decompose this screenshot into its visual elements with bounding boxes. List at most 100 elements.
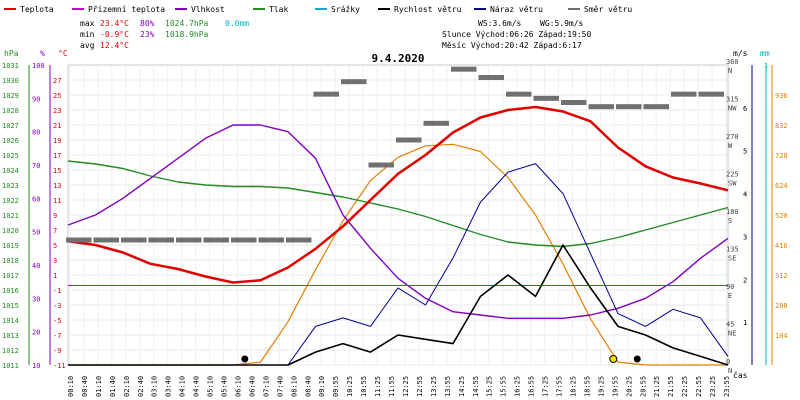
stats-block: max 23.4°C 80% 1024.7hPa 0.0mm min -0.9°… [80, 19, 249, 50]
x-tick-label: 14:55 [472, 376, 480, 397]
x-tick-label: 16:55 [528, 376, 536, 397]
x-tick-label: 13:25 [430, 376, 438, 397]
pressure-tick-label: 1013 [2, 332, 19, 340]
direction-compass-label: S [728, 217, 732, 225]
x-tick-label: 01:10 [95, 376, 103, 397]
direction-compass-label: SW [728, 180, 737, 188]
pressure-tick-label: 1029 [2, 92, 19, 100]
x-axis-unit: čas [733, 370, 748, 380]
direction-tick-label: 45 [726, 321, 734, 329]
legend-label: Teplota [20, 5, 54, 14]
x-tick-label: 14:25 [458, 376, 466, 397]
temperature-tick-label: 11 [53, 197, 61, 205]
humidity-tick-label: 80 [32, 129, 40, 137]
humidity-tick-label: 100 [32, 62, 45, 70]
stats-max-hum: 80% [140, 19, 155, 28]
humidity-tick-label: 90 [32, 95, 40, 103]
wind-direction-mark [396, 137, 422, 143]
rain-axis-unit: mm [760, 49, 770, 58]
wind-direction-mark [93, 237, 119, 243]
wind-direction-mark [423, 120, 449, 126]
pressure-tick-label: 1028 [2, 107, 19, 115]
pressure-tick-label: 1031 [2, 62, 19, 70]
pressure-tick-label: 1017 [2, 272, 19, 280]
wind-direction-mark [286, 237, 312, 243]
x-tick-label: 05:40 [221, 376, 229, 397]
legend-label: Tlak [269, 5, 288, 14]
stats-min-label: min [80, 30, 95, 39]
axes: hPa% °C1011101210131014101510161017101810… [2, 49, 788, 375]
pressure-tick-label: 1012 [2, 347, 19, 355]
x-tick-label: 08:40 [304, 376, 312, 397]
x-tick-label: 01:40 [109, 376, 117, 397]
direction-tick-label: 270 [726, 133, 739, 141]
wind-direction-mark [231, 237, 257, 243]
x-tick-label: 07:40 [276, 376, 284, 397]
x-tick-label: 02:10 [123, 376, 131, 397]
x-axis: 00:10 00:40 01:10 01:40 02:10 02:40 03:10 03:40… [67, 370, 748, 397]
x-tick-label: 04:10 [179, 376, 187, 397]
solar-tick-label: 832 [775, 122, 788, 130]
x-tick-label: 18:25 [569, 376, 577, 397]
x-tick-label: 06:40 [248, 376, 256, 397]
solar-tick-label: 936 [775, 92, 788, 100]
x-tick-label: 13:55 [444, 376, 452, 397]
direction-compass-label: NE [728, 330, 736, 338]
legend-label: Rychlost větru [394, 5, 462, 14]
legend-label: Vlhkost [191, 5, 225, 14]
wind-tick-label: 5 [743, 148, 747, 156]
temperature-tick-label: 21 [53, 122, 61, 130]
humidity-line [67, 124, 729, 319]
direction-tick-label: 315 [726, 96, 739, 104]
pressure-axis-unit: hPa [4, 49, 19, 58]
wind-direction-mark [203, 237, 229, 243]
x-tick-label: 10:25 [346, 376, 354, 397]
humidity-tick-label: 60 [32, 195, 40, 203]
humidity-tick-label: 30 [32, 295, 40, 303]
stats-avg-temp: 12.4°C [100, 41, 129, 50]
wind-tick-label: 2 [743, 276, 747, 284]
wind-direction-mark [121, 237, 147, 243]
pressure-tick-label: 1023 [2, 182, 19, 190]
temperature-line [67, 105, 729, 284]
wind-direction-mark [671, 91, 697, 97]
moonrise-marker [633, 355, 641, 363]
x-tick-label: 22:25 [681, 376, 689, 397]
pressure-tick-label: 1026 [2, 137, 19, 145]
pressure-tick-label: 1020 [2, 227, 19, 235]
x-tick-label: 00:10 [67, 376, 75, 397]
x-tick-label: 12:25 [402, 376, 410, 397]
wind-direction-mark [506, 91, 532, 97]
x-tick-label: 23:55 [723, 376, 731, 397]
pressure-tick-label: 1027 [2, 122, 19, 130]
x-tick-label: 18:55 [583, 376, 591, 397]
x-tick-label: 00:40 [81, 376, 89, 397]
x-tick-label: 06:10 [234, 376, 242, 397]
info-block: WS:3.6m/s WG:5.9m/s Slunce Východ:06:26 … [442, 19, 591, 50]
sunset-marker [609, 355, 618, 363]
direction-tick-label: 90 [726, 283, 734, 291]
x-tick-label: 05:10 [207, 376, 215, 397]
pressure-tick-label: 1015 [2, 302, 19, 310]
solar-tick-label: 416 [775, 242, 788, 250]
direction-compass-label: W [728, 142, 733, 150]
temperature-tick-label: 7 [53, 227, 57, 235]
wind-tick-label: 1 [743, 319, 747, 327]
pressure-tick-label: 1021 [2, 212, 19, 220]
chart-title: 9.4.2020 [372, 52, 425, 65]
wind-direction-mark [561, 100, 587, 105]
direction-compass-label: SE [728, 255, 736, 263]
x-tick-label: 08:10 [290, 376, 298, 397]
info-wg: WG:5.9m/s [540, 19, 584, 28]
pressure-tick-label: 1011 [2, 362, 19, 370]
temperature-tick-label: 15 [53, 167, 61, 175]
wind-direction-mark [258, 237, 284, 243]
temperature-tick-label: 25 [53, 92, 61, 100]
solar-tick-label: 312 [775, 272, 788, 280]
pressure-tick-label: 1022 [2, 197, 19, 205]
pressure-tick-label: 1024 [2, 167, 19, 175]
stats-avg-label: avg [80, 41, 95, 50]
stats-max-label: max [80, 19, 95, 28]
rain-tick-label: 1 [764, 62, 768, 70]
direction-compass-label: NW [728, 105, 737, 113]
